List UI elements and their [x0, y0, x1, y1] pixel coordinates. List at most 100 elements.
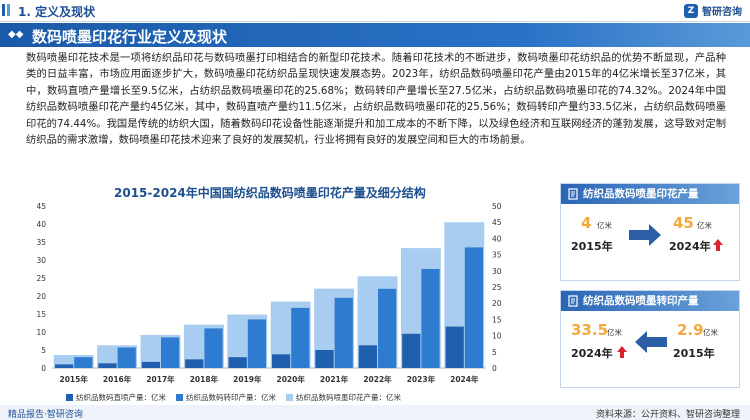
- diamond-icon: ◆◆: [8, 29, 24, 40]
- right-axis-tick-label: 40: [492, 234, 502, 243]
- left-axis-tick-label: 40: [36, 220, 46, 229]
- source-note: 资料来源：公开资料、智研咨询整理: [595, 410, 740, 420]
- bar-transfer: [74, 357, 93, 368]
- legend-item-total: 纺织品数码喷墨印花产量：亿米: [286, 392, 401, 403]
- to-value: 2.9: [677, 321, 704, 339]
- legend-swatch-transfer: [176, 394, 183, 401]
- x-axis-tick-label: 2019年: [233, 374, 262, 384]
- bar-transfer: [334, 297, 353, 368]
- x-axis-tick-label: 2017年: [146, 374, 175, 384]
- brand-logo: Z 智研咨询: [684, 3, 742, 18]
- intro-paragraph: 数码喷墨印花技术是一项将纺织品印花与数码喷墨打印相结合的新型印花技术。随着印花技…: [26, 52, 726, 147]
- legend-swatch-direct: [66, 394, 73, 401]
- right-axis-tick-label: 35: [492, 251, 502, 260]
- left-axis-tick-label: 0: [41, 364, 46, 373]
- bar-direct: [315, 350, 334, 368]
- up-arrow-icon: [713, 239, 723, 251]
- bar-direct: [445, 326, 464, 368]
- title-banner: ◆◆ 数码喷墨印花行业定义及现状: [0, 23, 750, 47]
- card-body: 4 亿米 2015年 45 亿米 2024年: [561, 204, 739, 280]
- x-axis-tick-label: 2020年: [277, 374, 306, 384]
- left-axis-tick-label: 35: [36, 238, 46, 247]
- bar-transfer: [204, 328, 223, 368]
- from-unit: 亿米: [597, 221, 612, 230]
- right-axis-tick-label: 15: [492, 315, 502, 324]
- from-year: 2024年: [571, 347, 613, 360]
- document-icon: [568, 188, 578, 200]
- left-axis-tick-label: 25: [36, 274, 46, 283]
- card-title: 纺织品数码喷墨印花产量: [583, 188, 699, 200]
- up-arrow-icon: [617, 346, 627, 358]
- left-axis-tick-label: 45: [36, 202, 46, 211]
- from-value: 33.5: [571, 321, 609, 339]
- logo-text: 智研咨询: [702, 7, 742, 18]
- document-icon: [568, 295, 578, 307]
- to-year: 2015年: [673, 347, 715, 360]
- right-axis-tick-label: 5: [492, 348, 497, 357]
- right-axis-tick-label: 50: [492, 202, 502, 211]
- bar-transfer: [117, 347, 136, 368]
- right-axis-tick-label: 45: [492, 218, 502, 227]
- bar-transfer: [378, 288, 397, 368]
- right-axis-tick-label: 25: [492, 283, 502, 292]
- card-title: 纺织品数码喷墨转印产量: [583, 295, 699, 307]
- x-axis-tick-label: 2024年: [450, 374, 479, 384]
- top-bar: 1. 定义及现状 Z 智研咨询: [0, 0, 750, 22]
- to-unit: 亿米: [703, 328, 718, 337]
- section-marker-icon: [2, 4, 10, 16]
- legend-item-transfer: 纺织品数码转印产量：亿米: [176, 392, 276, 403]
- legend-swatch-total: [286, 394, 293, 401]
- x-axis-tick-label: 2018年: [190, 374, 219, 384]
- from-year: 2015年: [571, 240, 613, 253]
- left-axis-tick-label: 20: [36, 292, 46, 301]
- bar-direct: [402, 333, 421, 368]
- production-bar-chart: 0 5 10 15 20 25 30 35 40 45 0 5 10 15 20 25 30 35 40 45 50 20…: [36, 202, 502, 384]
- x-axis-tick-label: 2016年: [103, 374, 132, 384]
- x-axis-tick-label: 2023年: [407, 374, 436, 384]
- bar-direct: [98, 363, 117, 368]
- footer-bar: 精品报告·智研咨询 资料来源：公开资料、智研咨询整理: [0, 405, 750, 420]
- right-axis-tick-label: 0: [492, 364, 497, 373]
- card-body: 33.5 亿米 2024年 2.9 亿米 2015年: [561, 311, 739, 387]
- chart-title: 2015-2024年中国国纺织品数码喷墨印花产量及细分结构: [114, 186, 426, 200]
- section-divider: [0, 21, 750, 22]
- bar-direct: [228, 357, 247, 368]
- bar-direct: [141, 361, 160, 368]
- right-axis-tick-label: 10: [492, 332, 502, 341]
- stat-card-transfer-output: 纺织品数码喷墨转印产量 33.5 亿米 2024年 2.9 亿米 2015年: [560, 290, 740, 388]
- legend-label-total: 纺织品数码喷墨印花产量：亿米: [296, 393, 401, 402]
- bar-direct: [358, 345, 377, 368]
- chart-legend: 纺织品数码直喷产量：亿米 纺织品数码转印产量：亿米 纺织品数码喷墨印花产量：亿米: [66, 392, 401, 403]
- to-value: 45: [673, 214, 694, 232]
- stat-card-printing-output: 纺织品数码喷墨印花产量 4 亿米 2015年 45 亿米 2024年: [560, 183, 740, 281]
- x-axis-tick-label: 2022年: [363, 374, 392, 384]
- bar-transfer: [291, 307, 310, 368]
- card-header: 纺织品数码喷墨印花产量: [561, 184, 739, 204]
- from-unit: 亿米: [607, 328, 622, 337]
- left-axis-tick-label: 30: [36, 256, 46, 265]
- legend-item-direct: 纺织品数码直喷产量：亿米: [66, 392, 166, 403]
- legend-label-direct: 纺织品数码直喷产量：亿米: [76, 393, 166, 402]
- right-axis-tick-label: 20: [492, 299, 502, 308]
- footer-brand: 精品报告·智研咨询: [8, 410, 83, 420]
- to-year: 2024年: [669, 240, 711, 253]
- trend-arrow-icon: [629, 224, 661, 246]
- bar-transfer: [247, 319, 267, 368]
- from-value: 4: [581, 214, 592, 232]
- right-axis-tick-label: 30: [492, 267, 502, 276]
- left-axis-tick-label: 10: [36, 328, 46, 337]
- bar-transfer: [421, 269, 440, 368]
- left-axis-tick-label: 15: [36, 310, 46, 319]
- bar-direct: [54, 364, 74, 368]
- page-title: 数码喷墨印花行业定义及现状: [32, 28, 228, 46]
- x-axis-tick-label: 2021年: [320, 374, 349, 384]
- to-unit: 亿米: [697, 221, 712, 230]
- x-axis-tick-label: 2015年: [60, 374, 89, 384]
- trend-arrow-icon: [635, 331, 667, 353]
- bar-direct: [271, 354, 291, 368]
- bar-direct: [185, 359, 204, 368]
- card-header: 纺织品数码喷墨转印产量: [561, 291, 739, 311]
- left-axis-tick-label: 5: [41, 346, 46, 355]
- section-title: 1. 定义及现状: [18, 5, 96, 19]
- bar-transfer: [464, 247, 484, 368]
